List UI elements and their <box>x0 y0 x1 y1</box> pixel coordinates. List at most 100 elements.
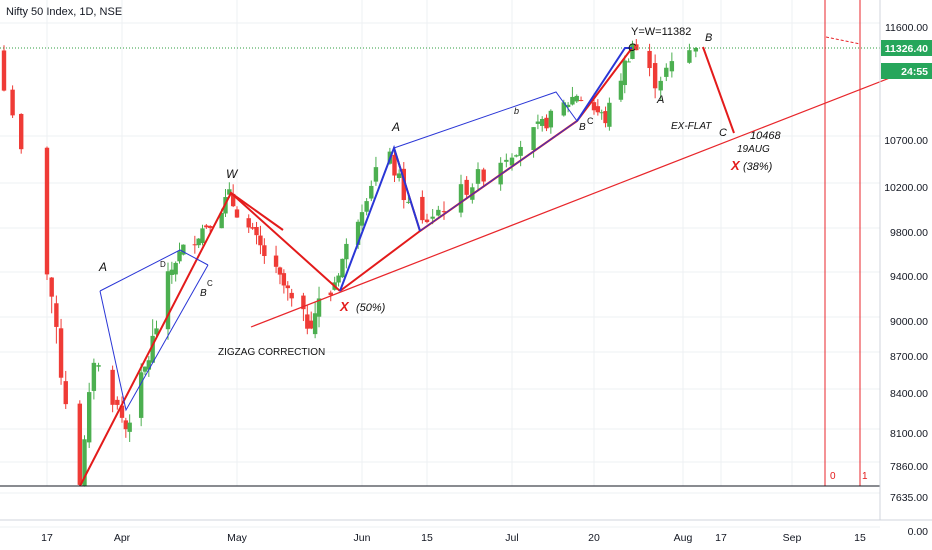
wave-label: D <box>160 260 166 269</box>
candle-body <box>123 420 129 430</box>
x-tick-label: Sep <box>783 532 802 544</box>
wave-line-red <box>339 47 633 292</box>
wave-line-red <box>79 191 341 487</box>
candle-body <box>119 405 125 418</box>
y-tick-label: 11600.00 <box>885 22 928 34</box>
candle-body <box>591 102 597 111</box>
candle-body <box>599 112 604 114</box>
candle-body <box>316 298 322 317</box>
candle-body <box>246 218 251 228</box>
y-tick-label: 0.00 <box>908 526 929 538</box>
candle-body <box>312 313 318 335</box>
candle-body <box>424 219 430 223</box>
y-tick-label: 7635.00 <box>890 492 928 504</box>
wave-line-blue <box>99 249 209 292</box>
candle-body <box>420 196 425 221</box>
candle-body <box>574 95 579 102</box>
candle-body <box>138 372 144 418</box>
candle-body <box>535 121 541 124</box>
candle-body <box>518 146 523 156</box>
candle-body <box>192 244 198 246</box>
candle-body <box>77 403 83 485</box>
candle-body <box>458 184 464 213</box>
candle-body <box>436 209 441 216</box>
candle-body <box>207 226 213 228</box>
wave-label: b <box>514 106 519 116</box>
wave-label: 10468 <box>750 130 781 142</box>
candle-body <box>82 439 87 487</box>
candle-body <box>142 366 148 372</box>
y-tick-label: 10200.00 <box>884 182 928 194</box>
candle-body <box>664 67 669 77</box>
x-tick-label: Jul <box>505 532 518 544</box>
wave-line-blue <box>339 144 421 292</box>
candle-body <box>181 244 186 255</box>
wave-line-blue <box>419 120 578 232</box>
candle-body <box>336 275 341 283</box>
candle-body <box>607 102 612 127</box>
wave-label: A <box>98 260 107 274</box>
candle-body <box>127 422 132 432</box>
candle-body <box>359 212 365 226</box>
candle-body <box>146 360 152 370</box>
wave-line-blue <box>576 47 632 122</box>
y-tick-label: 8400.00 <box>890 388 928 400</box>
candle-body <box>200 228 205 244</box>
x-tick-label: May <box>227 532 248 544</box>
candle-body <box>669 61 675 72</box>
wave-label: ZIGZAG CORRECTION <box>218 347 325 358</box>
wave-label: A <box>656 94 664 106</box>
candle-body <box>44 147 50 275</box>
candle-body <box>514 155 519 157</box>
candle-body <box>578 100 584 102</box>
candle-body <box>204 225 209 228</box>
candle-body <box>561 102 566 116</box>
candle-body <box>396 173 402 178</box>
wave-label: Y=W=11382 <box>631 26 691 38</box>
candle-body <box>548 110 554 128</box>
candle-body <box>58 328 64 378</box>
candle-body <box>647 50 652 69</box>
candle-body <box>234 209 240 218</box>
wave-label: X <box>730 158 741 173</box>
candle-body <box>464 179 469 195</box>
candle-body <box>504 159 509 162</box>
wave-label: B <box>200 288 207 299</box>
wave-label: C <box>207 279 213 288</box>
wave-label: B <box>579 122 586 133</box>
candle-body <box>49 277 54 297</box>
wave-label: C <box>587 116 594 126</box>
candle-body <box>262 245 267 257</box>
wave-line-blue <box>393 91 578 149</box>
y-tick-label: 9000.00 <box>890 316 928 328</box>
y-tick-label: 8700.00 <box>890 351 928 363</box>
candle-body <box>406 201 411 203</box>
price-badge <box>881 40 932 56</box>
candle-body <box>150 335 155 363</box>
candle-body <box>340 258 345 278</box>
candle-body <box>622 60 627 86</box>
candle-body <box>509 157 515 166</box>
countdown-badge <box>881 63 932 79</box>
candle-body <box>91 362 97 391</box>
x-tick-label: Jun <box>354 532 371 544</box>
candle-body <box>626 61 631 63</box>
candle-body <box>10 89 15 116</box>
candle-body <box>165 271 171 330</box>
x-tick-label: Aug <box>674 532 693 544</box>
candle-body <box>115 399 120 405</box>
wave-line-red <box>230 192 284 231</box>
candle-body <box>250 227 255 229</box>
candle-body <box>344 243 349 260</box>
candle-body <box>693 47 699 52</box>
candle-body <box>19 113 24 150</box>
wave-label: EX-FLAT <box>671 121 712 132</box>
x-tick-label: 20 <box>588 532 600 544</box>
candle-body <box>430 216 435 219</box>
candle-body <box>658 80 663 91</box>
candle-body <box>481 169 486 182</box>
candle-body <box>169 269 175 275</box>
candle-body <box>355 221 361 245</box>
candle-body <box>177 251 182 262</box>
